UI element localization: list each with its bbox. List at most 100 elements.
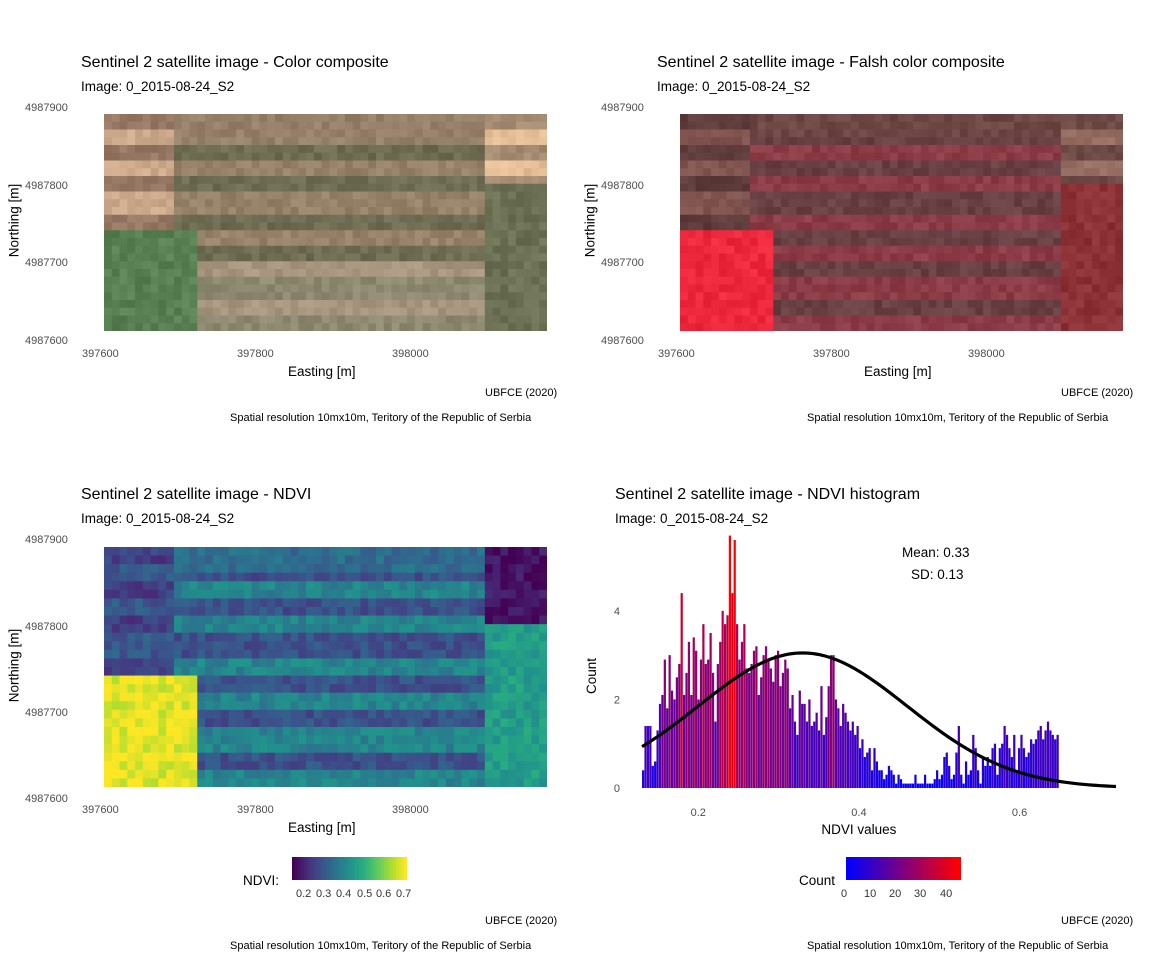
ndvi-pixel: [360, 598, 369, 608]
false-color-composite-pixel: [734, 129, 743, 138]
color-composite-pixel: [306, 207, 315, 216]
false-color-composite-pixel: [866, 176, 875, 185]
ndvi-pixel: [220, 675, 229, 685]
color-composite-pixel: [391, 269, 400, 278]
histogram-bar: [757, 695, 760, 788]
false-color-composite-pixel: [905, 168, 914, 177]
ndvi-pixel: [251, 581, 261, 591]
color-composite-pixel: [220, 315, 229, 324]
color-composite-pixel: [352, 300, 362, 309]
ndvi-pixel: [189, 607, 198, 617]
ndvi-pixel: [414, 589, 424, 600]
false-color-composite-pixel: [687, 238, 697, 247]
color-composite-pixel: [422, 168, 432, 177]
false-color-composite-pixel: [703, 307, 712, 317]
color-composite-pixel: [344, 207, 354, 216]
ndvi-pixel: [539, 675, 547, 685]
ndvi-pixel: [158, 615, 167, 625]
false-color-composite-pixel: [882, 307, 891, 317]
ndvi-pixel: [205, 667, 214, 677]
false-color-composite-pixel: [952, 114, 961, 123]
color-composite-pixel: [282, 323, 292, 331]
histogram-bar: [827, 686, 830, 788]
false-color-composite-pixel: [1053, 230, 1062, 239]
false-color-composite-pixel: [695, 121, 704, 131]
false-color-composite-pixel: [827, 145, 837, 154]
false-color-composite-pixel: [850, 253, 860, 262]
ndvi-pixel: [344, 547, 354, 557]
color-composite-pixel: [119, 207, 128, 216]
color-composite-pixel: [321, 183, 330, 193]
false-color-composite-pixel: [687, 137, 697, 146]
ndvi-pixel: [368, 727, 377, 737]
ndvi-pixel: [477, 641, 486, 651]
false-color-composite-pixel: [998, 152, 1008, 162]
ndvi-pixel: [453, 701, 463, 711]
color-composite-pixel: [477, 245, 486, 255]
false-color-composite-image: [680, 114, 1123, 331]
false-color-composite-pixel: [1045, 145, 1054, 154]
ndvi-pixel: [360, 692, 369, 702]
false-color-composite-pixel: [959, 323, 969, 331]
false-color-composite-pixel: [819, 183, 829, 193]
color-composite-pixel: [422, 238, 432, 247]
ndvi-pixel: [399, 718, 408, 728]
ndvi-pixel: [290, 718, 299, 728]
false-color-composite-pixel: [1076, 176, 1085, 185]
false-color-composite-pixel: [1107, 222, 1116, 231]
color-composite-pixel: [508, 160, 517, 169]
ndvi-pixel: [158, 649, 167, 660]
false-color-composite-pixel: [695, 207, 704, 216]
ndvi-pixel: [453, 718, 463, 728]
ndvi-legend-swatch: [317, 857, 322, 880]
color-composite-pixel: [119, 230, 128, 239]
ndvi-pixel: [306, 581, 315, 591]
false-color-composite-pixel: [749, 238, 759, 247]
ndvi-pixel: [376, 641, 385, 651]
color-composite-pixel: [197, 207, 206, 216]
false-color-composite-pixel: [1068, 323, 1077, 331]
color-composite-pixel: [344, 261, 354, 270]
false-color-composite-pixel: [796, 207, 805, 216]
false-color-composite-pixel: [1014, 168, 1023, 177]
false-color-composite-pixel: [889, 238, 899, 247]
ndvi-pixel: [461, 692, 470, 702]
false-color-composite-pixel: [1107, 199, 1116, 208]
ndvi-pixel: [438, 769, 447, 780]
color-composite-pixel: [267, 214, 276, 224]
color-composite-pixel: [461, 207, 470, 216]
color-composite-pixel: [166, 315, 175, 324]
ndvi-pixel: [166, 761, 175, 771]
color-composite-pixel: [274, 176, 284, 185]
false-color-composite-pixel: [788, 176, 798, 185]
false-color-composite-pixel: [1045, 152, 1054, 162]
false-color-composite-pixel: [1006, 121, 1015, 131]
ndvi-legend-swatch: [346, 857, 351, 880]
ndvi-pixel: [344, 641, 354, 651]
false-color-composite-pixel: [1037, 137, 1046, 146]
ndvi-pixel: [438, 735, 447, 745]
false-color-composite-pixel: [827, 129, 837, 138]
ndvi-pixel: [337, 718, 346, 728]
ndvi-pixel: [189, 727, 198, 737]
color-composite-pixel: [344, 183, 354, 193]
ndvi-pixel: [306, 598, 315, 608]
ndvi-pixel: [166, 589, 175, 600]
color-composite-pixel: [492, 269, 501, 278]
color-composite-pixel: [469, 307, 478, 317]
ndvi-pixel: [438, 632, 447, 642]
ndvi-pixel: [344, 769, 354, 780]
false-color-composite-pixel: [687, 129, 697, 138]
color-composite-pixel: [205, 261, 214, 270]
color-composite-pixel: [477, 269, 486, 278]
false-color-composite-pixel: [858, 253, 868, 262]
false-color-composite-pixel: [687, 315, 697, 324]
color-composite-pixel: [438, 152, 447, 162]
ndvi-legend-swatch: [300, 857, 305, 880]
ndvi-pixel: [492, 547, 501, 557]
ndvi-pixel: [212, 735, 222, 745]
color-composite-pixel: [111, 183, 121, 193]
color-composite-pixel: [119, 284, 128, 293]
false-color-composite-pixel: [1037, 230, 1046, 239]
ndvi-pixel: [166, 675, 175, 685]
